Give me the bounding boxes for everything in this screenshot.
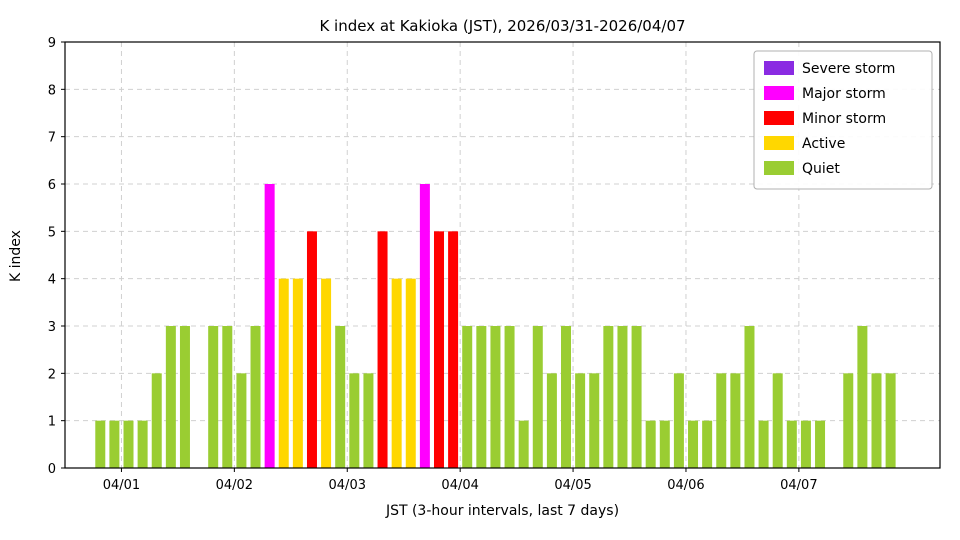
k-index-bar xyxy=(603,326,614,468)
k-index-bar xyxy=(137,420,148,468)
k-index-bar xyxy=(321,278,332,468)
x-tick-label: 04/07 xyxy=(780,478,817,493)
y-tick-label: 9 xyxy=(48,36,56,51)
k-index-bar xyxy=(123,420,134,468)
legend-swatch xyxy=(764,61,794,75)
k-index-bar xyxy=(419,184,430,468)
k-index-bar xyxy=(772,373,783,468)
y-axis-label: K index xyxy=(8,230,24,282)
k-index-bar xyxy=(462,326,473,468)
legend-label: Minor storm xyxy=(802,111,886,127)
legend-label: Active xyxy=(802,136,845,152)
k-index-bar xyxy=(589,373,600,468)
k-index-bar xyxy=(758,420,769,468)
y-tick-label: 4 xyxy=(48,273,56,288)
y-tick-label: 2 xyxy=(48,367,56,382)
legend-swatch xyxy=(764,136,794,150)
legend-swatch xyxy=(764,86,794,100)
k-index-bar xyxy=(377,231,388,468)
k-index-bar xyxy=(800,420,811,468)
y-tick-label: 8 xyxy=(48,83,56,98)
k-index-bar xyxy=(730,373,741,468)
k-index-bar xyxy=(786,420,797,468)
k-index-bar xyxy=(532,326,543,468)
x-tick-label: 04/02 xyxy=(216,478,253,493)
x-tick-label: 04/05 xyxy=(554,478,591,493)
k-index-bar xyxy=(857,326,868,468)
k-index-bar xyxy=(561,326,572,468)
k-index-bar xyxy=(871,373,882,468)
k-index-bar xyxy=(278,278,289,468)
k-index-bar xyxy=(673,373,684,468)
legend-swatch xyxy=(764,111,794,125)
k-index-bar xyxy=(208,326,219,468)
k-index-bar xyxy=(546,373,557,468)
k-index-bar xyxy=(250,326,261,468)
x-tick-label: 04/04 xyxy=(441,478,478,493)
k-index-bar xyxy=(490,326,501,468)
k-index-bar xyxy=(179,326,190,468)
k-index-bar xyxy=(151,373,162,468)
k-index-bar xyxy=(518,420,529,468)
y-tick-label: 1 xyxy=(48,415,56,430)
k-index-bar xyxy=(688,420,699,468)
k-index-bar xyxy=(885,373,896,468)
k-index-bar xyxy=(702,420,713,468)
k-index-bar xyxy=(95,420,106,468)
k-index-bar xyxy=(165,326,176,468)
k-index-bar xyxy=(575,373,586,468)
k-index-bar xyxy=(843,373,854,468)
k-index-bar xyxy=(264,184,275,468)
k-index-bar xyxy=(236,373,247,468)
k-index-bar xyxy=(349,373,360,468)
x-tick-label: 04/01 xyxy=(103,478,140,493)
legend-swatch xyxy=(764,161,794,175)
k-index-bar xyxy=(109,420,120,468)
k-index-bar xyxy=(391,278,402,468)
plot-border xyxy=(64,41,941,469)
k-index-bar xyxy=(363,373,374,468)
k-index-bar xyxy=(306,231,317,468)
k-index-bar xyxy=(448,231,459,468)
k-index-bar xyxy=(222,326,233,468)
k-index-bar xyxy=(504,326,515,468)
y-tick-label: 5 xyxy=(48,225,56,240)
x-tick-label: 04/03 xyxy=(329,478,366,493)
k-index-bar xyxy=(815,420,826,468)
x-axis-label: JST (3-hour intervals, last 7 days) xyxy=(385,503,620,519)
k-index-bar xyxy=(716,373,727,468)
k-index-bar xyxy=(335,326,346,468)
legend-label: Severe storm xyxy=(802,61,895,77)
k-index-bar xyxy=(476,326,487,468)
k-index-bar xyxy=(433,231,444,468)
k-index-bar xyxy=(631,326,642,468)
chart-title: K index at Kakioka (JST), 2026/03/31-202… xyxy=(319,17,686,35)
y-tick-label: 3 xyxy=(48,320,56,335)
y-tick-label: 7 xyxy=(48,131,56,146)
k-index-bar xyxy=(292,278,303,468)
legend-box xyxy=(753,50,933,190)
y-tick-label: 6 xyxy=(48,178,56,193)
y-tick-label: 0 xyxy=(48,462,56,477)
k-index-bar xyxy=(744,326,755,468)
x-tick-label: 04/06 xyxy=(667,478,704,493)
legend-label: Quiet xyxy=(802,161,840,177)
k-index-bar xyxy=(659,420,670,468)
k-index-bar xyxy=(617,326,628,468)
legend-label: Major storm xyxy=(802,86,886,102)
k-index-bar xyxy=(645,420,656,468)
k-index-bar xyxy=(405,278,416,468)
